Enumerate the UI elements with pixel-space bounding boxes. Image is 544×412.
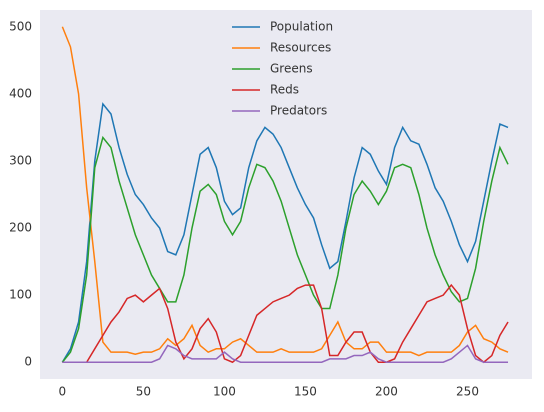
y-tick-label: 400 bbox=[9, 86, 32, 100]
legend-label: Greens bbox=[270, 62, 313, 76]
y-tick-label: 0 bbox=[24, 355, 32, 369]
series-line bbox=[61, 135, 509, 363]
legend-label: Resources bbox=[270, 41, 331, 55]
x-tick-label: 100 bbox=[213, 385, 236, 399]
x-tick-label: 0 bbox=[59, 385, 67, 399]
x-tick-label: 150 bbox=[294, 385, 317, 399]
legend-label: Predators bbox=[270, 104, 327, 118]
x-tick-label: 250 bbox=[456, 385, 479, 399]
y-tick-label: 100 bbox=[9, 288, 32, 302]
series-line bbox=[61, 102, 509, 363]
series-line bbox=[62, 283, 509, 364]
legend-label: Reds bbox=[270, 83, 299, 97]
y-tick-label: 200 bbox=[9, 221, 32, 235]
series-line bbox=[61, 26, 509, 357]
legend-label: Population bbox=[270, 20, 333, 34]
y-tick-label: 500 bbox=[9, 19, 32, 33]
x-tick-label: 50 bbox=[136, 385, 151, 399]
x-tick-label: 200 bbox=[375, 385, 398, 399]
plot-area bbox=[40, 10, 532, 379]
y-tick-label: 300 bbox=[9, 153, 32, 167]
series-line bbox=[62, 344, 509, 363]
